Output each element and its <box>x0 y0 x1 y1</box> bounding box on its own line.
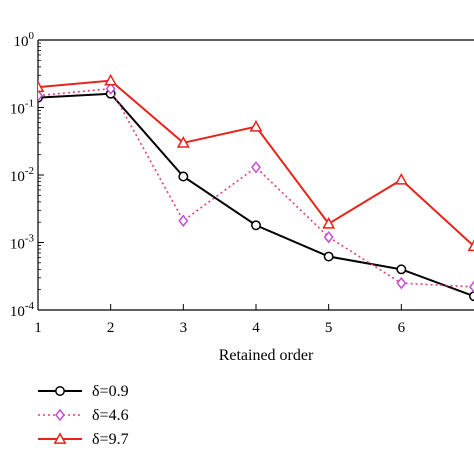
y-tick-label: 10-4 <box>10 300 35 320</box>
x-tick-label: 1 <box>34 320 42 336</box>
y-tick-label: 10-3 <box>10 233 35 253</box>
legend-label: δ=4.6 <box>92 407 129 424</box>
legend-label: δ=9.7 <box>92 431 129 448</box>
data-point <box>178 171 189 182</box>
y-tick-label: 100 <box>14 30 35 50</box>
data-point <box>38 80 45 93</box>
data-point <box>249 119 263 132</box>
data-point <box>396 264 407 275</box>
x-tick-label: 2 <box>107 320 115 336</box>
x-axis-title: Retained order <box>219 347 314 364</box>
data-point <box>176 136 190 148</box>
data-point <box>467 239 474 252</box>
data-point <box>251 161 261 174</box>
x-tick-label: 3 <box>180 320 188 336</box>
legend-marker <box>55 408 65 422</box>
x-tick-label: 6 <box>398 320 406 336</box>
y-ticks: 100 10-1 10-2 10-3 10-4 <box>10 30 44 320</box>
legend-item: δ=9.7 <box>38 431 129 448</box>
legend: δ=0.9 δ=4.6 δ=9.7 <box>38 383 129 448</box>
data-point <box>104 73 118 86</box>
data-point <box>323 230 334 244</box>
data-point <box>323 251 334 262</box>
series-group <box>38 73 474 302</box>
data-point <box>105 82 116 95</box>
data-point <box>322 216 336 229</box>
legend-item: δ=0.9 <box>38 383 129 400</box>
series-2 <box>38 82 474 294</box>
y-tick-label: 10-2 <box>10 165 34 185</box>
y-tick-label: 10-1 <box>10 98 34 118</box>
data-point <box>251 220 261 231</box>
data-point <box>396 276 407 290</box>
series-3 <box>38 73 474 252</box>
data-point <box>394 173 408 185</box>
legend-marker <box>53 432 67 444</box>
x-tick-label: 4 <box>252 320 260 336</box>
data-point <box>38 89 43 102</box>
data-point <box>469 291 474 302</box>
legend-label: δ=0.9 <box>92 383 129 400</box>
x-ticks: 1 2 3 4 5 6 <box>34 304 406 336</box>
series-line <box>38 87 474 288</box>
data-point <box>469 280 474 294</box>
legend-marker <box>55 386 65 396</box>
series-1 <box>38 88 474 302</box>
data-point <box>178 214 189 227</box>
x-tick-label: 5 <box>325 320 333 336</box>
plot-area: 100 10-1 10-2 10-3 10-4 1 2 3 4 5 6 <box>10 30 474 336</box>
legend-item: δ=4.6 <box>38 407 129 424</box>
